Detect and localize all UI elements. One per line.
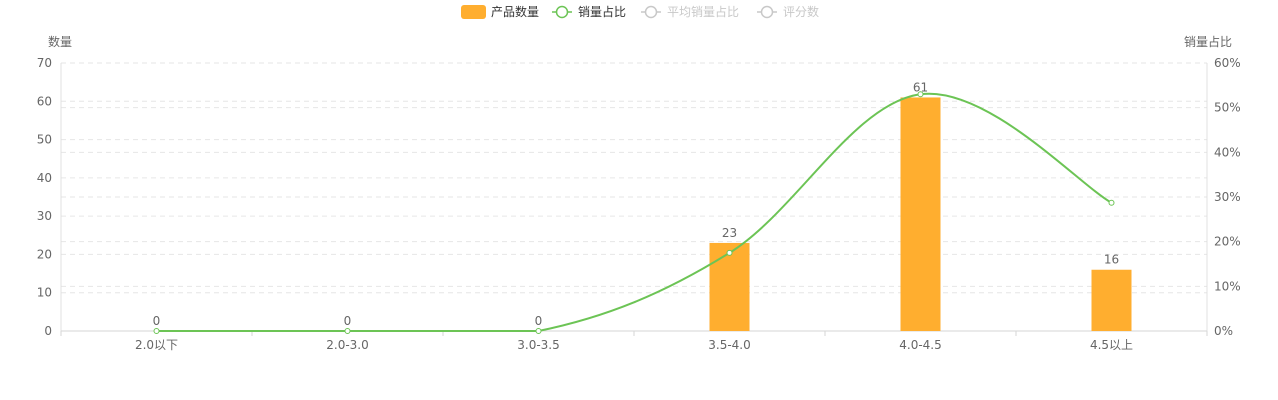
y-right-tick-label: 40% [1214,145,1241,159]
y-left-tick-label: 0 [44,324,52,338]
legend-item-3[interactable]: 评分数 [757,4,819,19]
sales-share-line [156,92,1112,333]
x-tick-label: 2.0以下 [135,338,178,352]
x-tick-label: 3.5-4.0 [708,338,751,352]
bars [709,97,1132,331]
legend-swatch-marker [644,5,658,19]
legend-label: 评分数 [783,4,819,19]
line-point [726,249,733,256]
bar [900,97,941,331]
y-axis-left-title: 数量 [48,34,72,49]
y-right-tick-label: 60% [1214,56,1241,70]
y-right-tick-label: 20% [1214,235,1241,249]
bar-data-label: 23 [722,226,737,240]
bar [1091,269,1132,331]
line-point [344,328,351,334]
data-labels: 0 0 0 23 61 16 [153,80,1119,328]
axes: 0 10 20 30 40 50 60 70 0% 10% 20% 30% 40% 50% 60% 2.0以下… [37,56,1241,352]
x-tick-label: 3.0-3.5 [517,338,560,352]
bar-data-label: 0 [153,314,161,328]
legend-swatch-marker [760,5,774,19]
y-axis-right-title: 销量占比 [1184,34,1232,49]
y-right-tick-label: 10% [1214,279,1241,293]
y-left-tick-label: 50 [37,133,52,147]
y-left-tick-label: 10 [37,286,52,300]
bar-data-label: 0 [535,314,543,328]
line-point [917,91,924,98]
bar [709,242,750,331]
legend-swatch-bar [461,5,486,19]
bar-data-label: 61 [913,80,928,94]
x-tick-label: 4.0-4.5 [899,338,942,352]
legend-item-0[interactable]: 产品数量 [461,4,539,19]
legend-label: 销量占比 [578,4,626,19]
y-left-tick-label: 40 [37,171,52,185]
line-point [535,328,542,334]
y-left-tick-label: 70 [37,56,52,70]
legend-swatch-marker [555,5,569,19]
bar-data-label: 16 [1104,253,1119,267]
y-right-tick-label: 50% [1214,101,1241,115]
line-series [153,91,1115,334]
legend-label: 产品数量 [491,4,539,19]
grid [61,62,1207,294]
bar-data-label: 0 [344,314,352,328]
line-point [153,328,160,334]
line-point [1108,199,1115,206]
y-right-tick-label: 30% [1214,190,1241,204]
y-left-tick-label: 30 [37,209,52,223]
x-tick-label: 2.0-3.0 [326,338,369,352]
legend-item-2[interactable]: 平均销量占比 [641,4,739,19]
y-right-tick-label: 0% [1214,324,1233,338]
x-tick-label: 4.5以上 [1090,338,1133,352]
y-left-tick-label: 60 [37,94,52,108]
legend: 产品数量 销量占比 平均销量占比 评分数 [461,4,819,19]
legend-item-1[interactable]: 销量占比 [552,4,626,19]
legend-label: 平均销量占比 [667,4,739,19]
y-left-tick-label: 20 [37,247,52,261]
